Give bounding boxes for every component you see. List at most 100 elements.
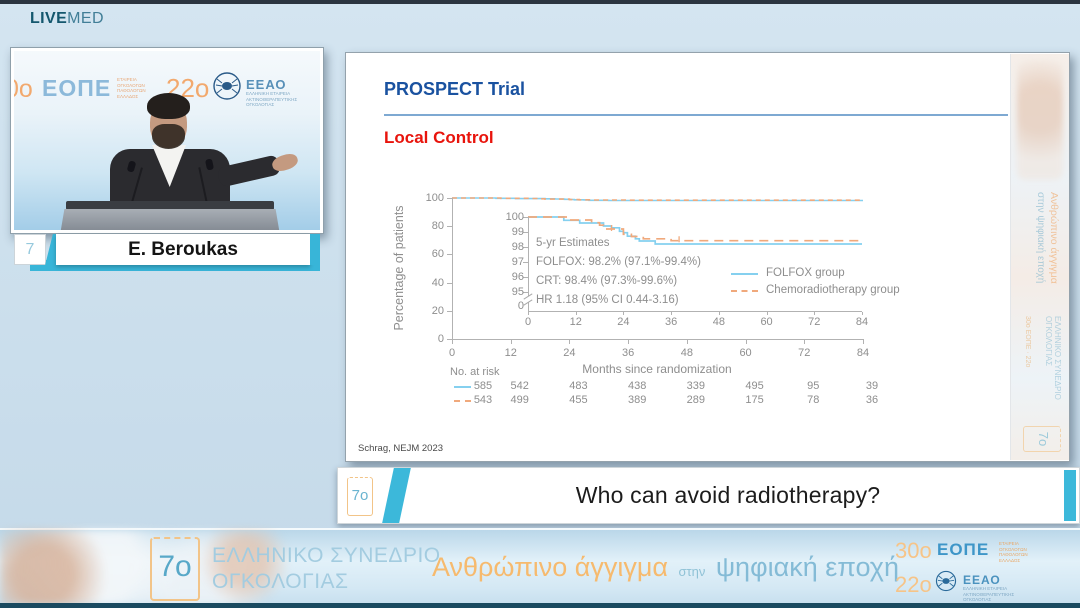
risk-value: 495: [745, 380, 764, 392]
livemed-logo-bold: LIVE: [30, 10, 68, 27]
y-tick-label: 80: [431, 220, 444, 233]
inset-y-tick-label: 98: [511, 241, 524, 253]
risk-value: 543: [473, 394, 493, 406]
y-tick-mark: [447, 339, 452, 340]
slide-subtitle: Local Control: [384, 128, 494, 147]
eope-side-text: ΕΤΑΙΡΕΙΑ ΟΓΚΟΛΟΓΩΝ ΠΑΘΟΛΟΓΩΝ ΕΛΛΑΔΟΣ: [999, 541, 1028, 563]
congress-title-line2: ΟΓΚΟΛΟΓΙΑΣ: [212, 570, 349, 593]
inset-x-tick-mark: [718, 312, 720, 315]
x-tick-mark: [452, 340, 453, 344]
inset-x-tick-mark: [671, 312, 673, 315]
eeao-crab-icon: [935, 570, 957, 597]
y-tick-mark: [447, 226, 452, 228]
risk-value: 339: [686, 380, 706, 392]
legend-label: FOLFOX group: [766, 267, 845, 279]
presentation-slide: PROSPECT Trial Local Control Percentage …: [345, 52, 1070, 462]
x-axis-label: Months since randomization: [582, 362, 732, 376]
risk-table-label: No. at risk: [450, 366, 500, 378]
x-tick-label: 48: [680, 347, 693, 359]
session-title: Who can avoid radiotherapy?: [575, 482, 881, 508]
title-divider: [384, 114, 1008, 116]
main-y-axis: [452, 198, 453, 339]
y-tick-mark: [447, 310, 452, 312]
speaker-video-card: 0ο ΕΟΠΕ ΕΤΑΙΡΕΙΑ ΟΓΚΟΛΟΓΩΝ ΠΑΘΟΛΟΓΩΝ ΕΛΛ…: [10, 47, 324, 234]
inset-x-tick-mark: [528, 312, 529, 315]
speaker-hand: [270, 151, 300, 174]
inset-y-tick-mark: [523, 217, 528, 218]
inset-x-tick-label: 12: [569, 316, 582, 328]
risk-value: 438: [627, 380, 647, 392]
slide-title: PROSPECT Trial: [384, 79, 526, 99]
inset-x-axis: [528, 311, 862, 312]
video-backdrop-logos: 0ο ΕΟΠΕ ΕΤΑΙΡΕΙΑ ΟΓΚΟΛΟΓΩΝ ΠΑΘΟΛΟΓΩΝ ΕΛΛ…: [14, 67, 320, 127]
speaker-video-feed[interactable]: 0ο ΕΟΠΕ ΕΤΑΙΡΕΙΑ ΟΓΚΟΛΟΓΩΝ ΠΑΘΟΛΟΓΩΝ ΕΛΛ…: [14, 51, 320, 230]
footer-bottom-bar: [0, 603, 1080, 608]
inset-x-tick-label: 24: [617, 316, 630, 328]
speaker-beard: [152, 124, 185, 149]
congress-title-line1: ΕΛΛΗΝΙΚΟ ΣΥΝΕΔΡΙΟ: [212, 544, 441, 567]
nameplate-end-cap: [310, 234, 320, 265]
x-tick-mark: [510, 340, 512, 344]
x-tick-label: 60: [739, 347, 752, 359]
y-tick-label: 0: [437, 333, 444, 345]
y-tick-label: 100: [425, 192, 444, 204]
inset-x-tick-mark: [862, 312, 863, 315]
risk-value: 483: [569, 380, 588, 392]
podium: [60, 209, 280, 230]
inset-y-tick-mark: [523, 262, 528, 263]
main-x-axis: [452, 339, 864, 340]
inset-x-tick-mark: [814, 312, 816, 315]
risk-value: 585: [473, 380, 493, 392]
inset-y-tick-label: 99: [511, 226, 524, 238]
eope-logo: ΕΟΠΕ: [937, 540, 990, 559]
y-tick-label: 60: [431, 248, 444, 261]
speaker-hair: [147, 93, 190, 119]
banner-badge-box: 7ο: [341, 471, 379, 520]
risk-value: 289: [686, 394, 706, 406]
annotation-line: FOLFOX: 98.2% (97.1%-99.4%): [536, 256, 701, 268]
conference-footer: 7ο ΕΛΛΗΝΙΚΟ ΣΥΝΕΔΡΙΟ ΟΓΚΟΛΟΓΙΑΣ Ανθρώπιν…: [0, 528, 1080, 608]
tagline-orange: Ανθρώπινο άγγιγμα: [432, 552, 669, 582]
legend-label: Chemoradiotherapy group: [766, 284, 900, 296]
y-tick-label: 20: [431, 304, 444, 317]
risk-row-marker: [454, 400, 471, 402]
banner-stripe: [382, 468, 411, 523]
risk-value: 455: [569, 394, 588, 406]
footer-society-logos: 30ο ΕΟΠΕ ΕΤΑΙΡΕΙΑ ΟΓΚΟΛΟΓΩΝ ΠΑΘΟΛΟΓΩΝ ΕΛ…: [895, 536, 1075, 604]
session-title-banner: 7ο Who can avoid radiotherapy?: [337, 467, 1080, 524]
inset-x-tick-label: 48: [712, 316, 725, 328]
eeao-edition: 22ο: [895, 572, 932, 597]
congress-tagline: Ανθρώπινο άγγιγμα στην ψηφιακή εποχή: [432, 552, 899, 583]
risk-value: 36: [865, 394, 879, 406]
risk-value: 175: [745, 394, 764, 406]
inset-x-tick-label: 72: [808, 316, 821, 328]
inset-x-tick-mark: [575, 312, 577, 315]
inset-y-tick-label: 100: [505, 211, 524, 223]
congress-7-badge-icon: 7ο: [347, 477, 373, 516]
inset-x-tick-mark: [623, 312, 625, 315]
backdrop-eeao-logo: ΕΕΑΟ: [246, 77, 287, 92]
x-tick-mark: [745, 340, 747, 344]
x-tick-mark: [863, 340, 864, 344]
inset-x-tick-label: 0: [524, 316, 532, 328]
risk-value: 78: [807, 394, 820, 406]
inset-y-tick-label: 0: [517, 300, 524, 312]
speaker-name: E. Beroukas: [128, 239, 238, 260]
nameplate-bar: E. Beroukas: [56, 234, 310, 265]
x-tick-label: 12: [504, 347, 517, 359]
backdrop-eope-logo: ΕΟΠΕ: [42, 75, 112, 101]
risk-value: 39: [865, 380, 879, 392]
x-tick-label: 84: [856, 347, 870, 359]
footer-photo: [0, 530, 360, 605]
x-tick-mark: [686, 340, 688, 344]
risk-row-marker: [454, 386, 471, 388]
annotation-line: 5-yr Estimates: [536, 237, 610, 249]
x-tick-label: 24: [563, 347, 576, 359]
x-tick-mark: [569, 340, 571, 344]
backdrop-eope-side-text: ΕΤΑΙΡΕΙΑ ΟΓΚΟΛΟΓΩΝ ΠΑΘΟΛΟΓΩΝ ΕΛΛΑΔΟΣ: [117, 77, 146, 99]
y-tick-mark: [447, 198, 452, 199]
inset-annotation: 5-yr Estimates FOLFOX: 98.2% (97.1%-99.4…: [536, 234, 701, 310]
slide-side-banner: Ανθρώπινο άγγιγμα στην ψηφιακή εποχή ΕΛΛ…: [1010, 54, 1069, 460]
axis-break: [526, 296, 531, 302]
inset-y-tick-label: 97: [511, 256, 524, 268]
